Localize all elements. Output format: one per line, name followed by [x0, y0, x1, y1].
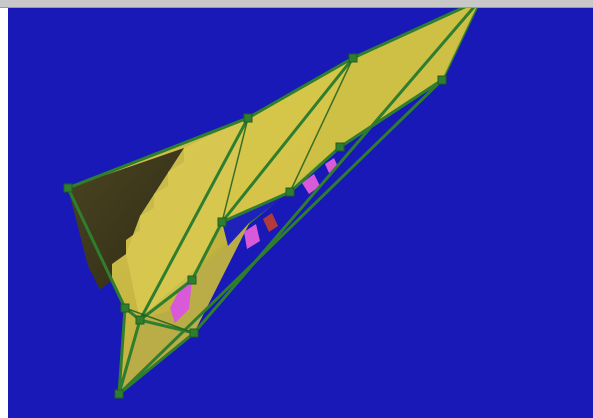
wireframe-accents — [124, 57, 354, 334]
square-vertex-icon[interactable] — [63, 183, 73, 193]
viewport-canvas[interactable] — [8, 8, 593, 418]
top-toolbar-strip — [0, 0, 593, 8]
square-vertex-icon[interactable] — [243, 113, 253, 123]
edge-top-chain — [66, 8, 467, 190]
mesh-artifact-pink-3 — [302, 174, 320, 194]
square-vertex-icon[interactable] — [114, 389, 124, 399]
edge-outer-right — [117, 78, 444, 396]
square-vertex-icon[interactable] — [189, 328, 199, 338]
mesh-artifact-red — [263, 213, 278, 232]
edge-upper-left-diagonal — [138, 116, 250, 322]
square-vertex-icon[interactable] — [135, 315, 145, 325]
square-vertex-icon[interactable] — [187, 275, 197, 285]
3d-viewport[interactable] — [8, 8, 593, 418]
square-vertex-icon[interactable] — [335, 142, 345, 152]
mesh-face-upper-left — [126, 118, 248, 320]
mesh-gap-region — [222, 192, 290, 246]
square-vertex-icon[interactable] — [437, 75, 447, 85]
vertex-handles — [63, 53, 447, 399]
square-vertex-icon[interactable] — [120, 303, 130, 313]
square-vertex-icon[interactable] — [285, 187, 295, 197]
edge-accent-1 — [221, 117, 249, 223]
edge-accent-2 — [289, 57, 354, 193]
edge-accent-3 — [124, 307, 195, 334]
square-vertex-icon[interactable] — [217, 217, 227, 227]
square-vertex-icon[interactable] — [348, 53, 358, 63]
wireframe-edges — [66, 8, 476, 396]
mesh-shadow-region — [68, 148, 184, 290]
mesh-artifact-pink-2 — [244, 224, 260, 249]
edge-inner-chain — [138, 78, 444, 322]
edge-upper-middle-diagonal — [220, 56, 355, 224]
mesh-artifact-pink-4 — [325, 158, 338, 173]
edge-left-chain — [66, 186, 142, 396]
edge-right-diagonal — [192, 8, 476, 335]
mesh-artifact-pink-1 — [170, 280, 192, 323]
